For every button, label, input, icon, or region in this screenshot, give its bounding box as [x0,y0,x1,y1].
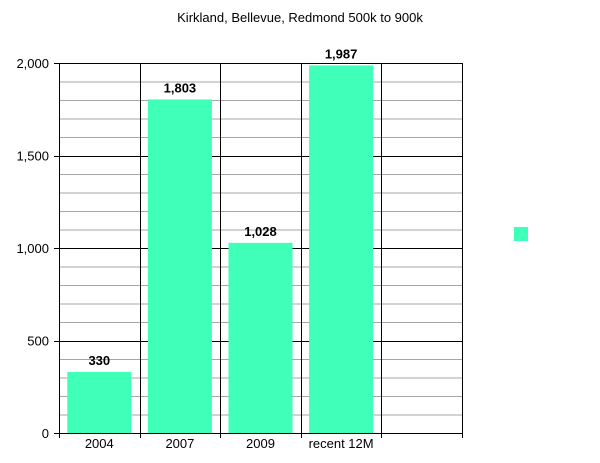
data-label: 1,987 [325,46,358,61]
x-tick-label: recent 12M [309,436,374,451]
y-tick-label: 1,000 [16,241,49,256]
x-tick-label: 2009 [246,436,275,451]
x-tick-label: 2007 [165,436,194,451]
y-tick-label: 1,500 [16,149,49,164]
chart-title: Kirkland, Bellevue, Redmond 500k to 900k [177,10,423,25]
bar [309,65,374,433]
bar [147,99,212,433]
data-label: 1,028 [244,224,277,239]
bar [228,242,293,433]
bar [67,371,132,433]
bars [67,65,374,433]
legend-swatch [514,227,528,241]
y-tick-label: 2,000 [16,56,49,71]
y-tick-labels: 0 500 1,000 1,500 2,000 [16,56,49,441]
y-tick-label: 500 [27,334,49,349]
x-tick-labels: 2004 2007 2009 recent 12M [85,436,374,451]
x-tick-label: 2004 [85,436,114,451]
y-tick-label: 0 [42,426,49,441]
data-label: 330 [88,353,110,368]
data-labels: 330 1,803 1,028 1,987 [88,46,357,368]
data-label: 1,803 [164,80,197,95]
axes [54,63,462,438]
